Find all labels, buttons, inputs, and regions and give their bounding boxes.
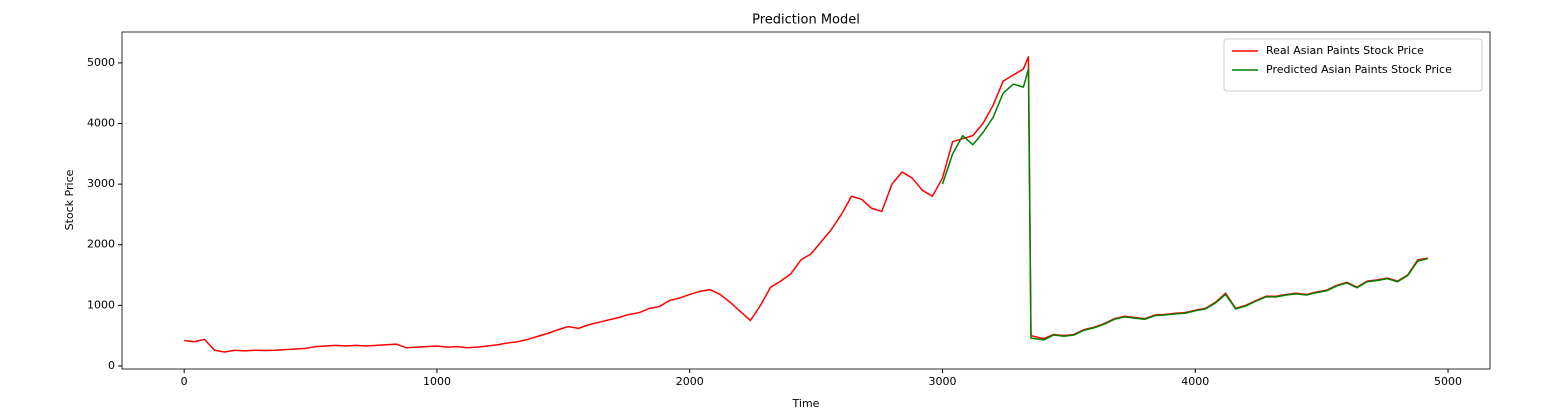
y-tick-label: 4000 xyxy=(87,117,115,130)
y-tick-label: 3000 xyxy=(87,177,115,190)
legend-label: Predicted Asian Paints Stock Price xyxy=(1266,63,1452,76)
legend-label: Real Asian Paints Stock Price xyxy=(1266,44,1424,57)
y-axis-label: Stock Price xyxy=(63,169,76,230)
x-tick-label: 5000 xyxy=(1434,375,1462,388)
data-line xyxy=(941,68,1428,341)
y-tick-label: 0 xyxy=(108,359,115,372)
y-tick-label: 5000 xyxy=(87,56,115,69)
x-tick-label: 0 xyxy=(181,375,188,388)
x-tick-label: 2000 xyxy=(676,375,704,388)
y-tick-label: 1000 xyxy=(87,298,115,311)
chart-title: Prediction Model xyxy=(752,13,860,28)
x-tick-label: 4000 xyxy=(1181,375,1209,388)
plot-frame xyxy=(121,31,1491,370)
x-tick-label: 3000 xyxy=(928,375,956,388)
legend-box xyxy=(1223,38,1483,92)
x-tick-label: 1000 xyxy=(423,375,451,388)
x-axis-label: Time xyxy=(792,397,820,410)
y-tick-label: 2000 xyxy=(87,238,115,251)
